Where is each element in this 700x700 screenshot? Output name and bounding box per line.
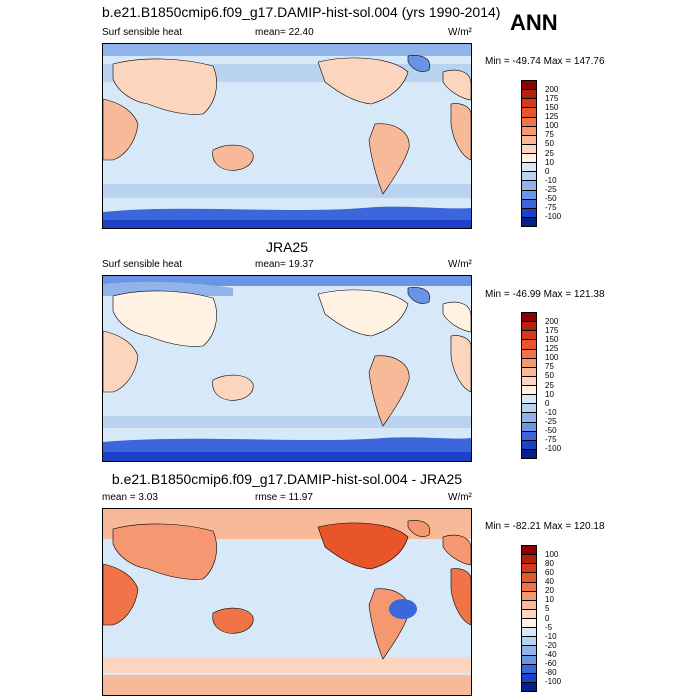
minmax-label: Min = -82.21 Max = 120.18 (485, 521, 605, 532)
colorbar-tick-label: 175 (545, 93, 559, 103)
colorbar-tick-label: 100 (545, 353, 559, 363)
colorbar-tick-label: -10 (545, 407, 557, 417)
season-label: ANN (510, 10, 558, 35)
panel-center-label: mean= 22.40 (255, 27, 314, 38)
colorbar-tick-label: 0 (545, 613, 550, 623)
colorbar-tick-label: 175 (545, 325, 559, 335)
colorbar-tick-label: 125 (545, 344, 559, 353)
colorbar-tick-label: 60 (545, 567, 554, 577)
colorbar-tick-label: -100 (545, 677, 562, 687)
colorbar-diff: 100 80 60 40 20 10 5 0 -5 -10 -20 -40 -60 -80 -100 (521, 545, 581, 692)
colorbar-tick-label: -20 (545, 640, 557, 650)
panel-units: W/m² (448, 259, 472, 270)
panel-left-label: Surf sensible heat (102, 259, 183, 270)
colorbar-tick-label: 10 (545, 157, 554, 167)
colorbar-tick-label: -50 (545, 426, 557, 436)
colorbar-tick-label: -80 (545, 668, 557, 678)
panel-title: b.e21.B1850cmip6.f09_g17.DAMIP-hist-sol.… (111, 471, 463, 487)
panel-title: b.e21.B1850cmip6.f09_g17.DAMIP-hist-sol.… (102, 4, 501, 20)
minmax-label: Min = -46.99 Max = 121.38 (485, 289, 605, 300)
panel-left-label: Surf sensible heat (102, 27, 183, 38)
panel-center-label: mean= 19.37 (255, 259, 314, 270)
colorbar-tick-label: -25 (545, 417, 557, 426)
colorbar-tick-label: 40 (545, 577, 554, 586)
colorbar-tick-label: 5 (545, 604, 550, 614)
colorbar-tick-label: 75 (545, 362, 554, 372)
colorbar-swatch (521, 448, 537, 459)
colorbar-tick-label: 50 (545, 371, 554, 381)
colorbar-tick-label: 200 (545, 316, 559, 326)
colorbar-tick-label: -75 (545, 435, 557, 445)
panel-units: W/m² (448, 492, 472, 503)
colorbar-tick-label: -40 (545, 650, 557, 659)
colorbar-tick-label: -100 (545, 212, 562, 222)
map-panel-model (102, 43, 472, 229)
colorbar-tick-label: -5 (545, 622, 553, 632)
colorbar-tick-label: 75 (545, 130, 554, 140)
colorbar-tick-label: 100 (545, 121, 559, 131)
colorbar-obs: 200 175 150 125 100 75 50 25 10 0 -10 -25 -50 -75 -100 (521, 312, 581, 459)
panel-center-label: rmse = 11.97 (255, 492, 313, 503)
colorbar-tick-label: 150 (545, 102, 559, 112)
colorbar-tick-label: 25 (545, 148, 554, 158)
colorbar-tick-label: -10 (545, 175, 557, 185)
colorbar-tick-label: 80 (545, 558, 554, 568)
colorbar-tick-label: 100 (545, 549, 559, 559)
colorbar-tick-label: 25 (545, 380, 554, 390)
panel-title: JRA25 (265, 239, 309, 255)
colorbar-tick-label: -25 (545, 185, 557, 194)
panel-left-label: mean = 3.03 (102, 492, 158, 503)
panel-units: W/m² (448, 27, 472, 38)
colorbar-swatch (521, 216, 537, 227)
colorbar-tick-label: 20 (545, 586, 554, 596)
colorbar-tick-label: 50 (545, 139, 554, 149)
colorbar-tick-label: -10 (545, 631, 557, 641)
colorbar-tick-label: 10 (545, 389, 554, 399)
colorbar-tick-label: -100 (545, 444, 562, 454)
colorbar-tick-label: -50 (545, 194, 557, 204)
colorbar-tick-label: -75 (545, 203, 557, 213)
colorbar-tick-label: 10 (545, 595, 554, 605)
map-panel-obs (102, 275, 472, 462)
colorbar-tick-label: 150 (545, 334, 559, 344)
colorbar-tick-label: 200 (545, 84, 559, 94)
colorbar-tick-label: 125 (545, 112, 559, 121)
colorbar-swatch (521, 681, 537, 692)
colorbar-tick-label: -60 (545, 659, 557, 669)
colorbar-model: 200 175 150 125 100 75 50 25 10 0 -10 -25 -50 -75 -100 (521, 80, 581, 227)
minmax-label: Min = -49.74 Max = 147.76 (485, 56, 605, 67)
colorbar-tick-label: 0 (545, 398, 550, 408)
colorbar-tick-label: 0 (545, 166, 550, 176)
map-panel-diff (102, 508, 472, 696)
